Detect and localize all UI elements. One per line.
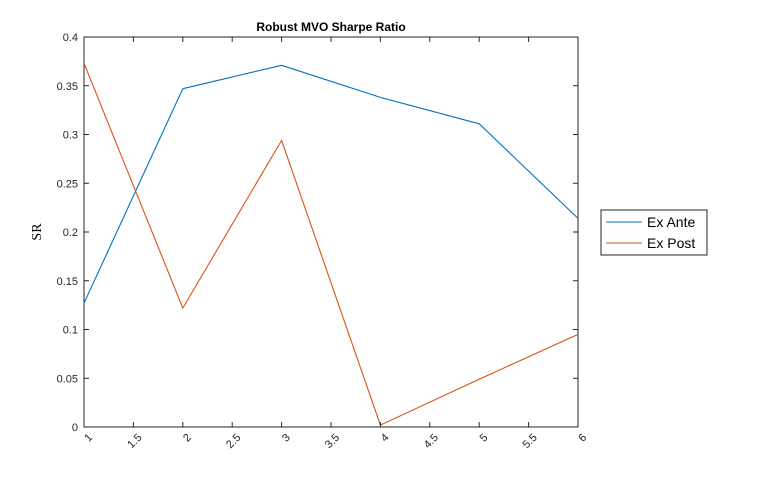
y-tick-label: 0.1 (63, 325, 78, 337)
axes-box (83, 36, 579, 428)
y-axis-ticks: 0 0.05 0.1 0.15 0.2 0.25 0.3 0.35 0.4 (57, 32, 578, 434)
legend-box (600, 209, 708, 256)
y-tick-label: 0.25 (57, 178, 78, 190)
y-tick-label: 0 (72, 422, 78, 434)
y-tick-label: 0.2 (63, 227, 78, 239)
chart-legend: Ex Ante Ex Post (600, 209, 708, 256)
y-tick-label: 0.3 (63, 130, 78, 142)
series-line-ex-ante (83, 64, 579, 304)
legend-label-ex-post: Ex Post (647, 235, 695, 251)
series-line-ex-post (83, 63, 579, 426)
legend-label-ex-ante: Ex Ante (647, 214, 695, 230)
y-axis-label: SR (30, 223, 45, 241)
y-tick-label: 0.05 (57, 373, 78, 385)
y-tick-label: 0.35 (57, 81, 78, 93)
y-tick-label: 0.15 (57, 276, 78, 288)
plot-area: 1 1.5 2 2.5 3 3.5 4 4.5 5 5.5 6 00.050.10.150.20.2… (57, 32, 590, 451)
y-tick-label: 0.4 (63, 32, 78, 44)
chart-title: Robust MVO Sharpe Ratio (256, 20, 405, 34)
series-layer (83, 63, 579, 426)
